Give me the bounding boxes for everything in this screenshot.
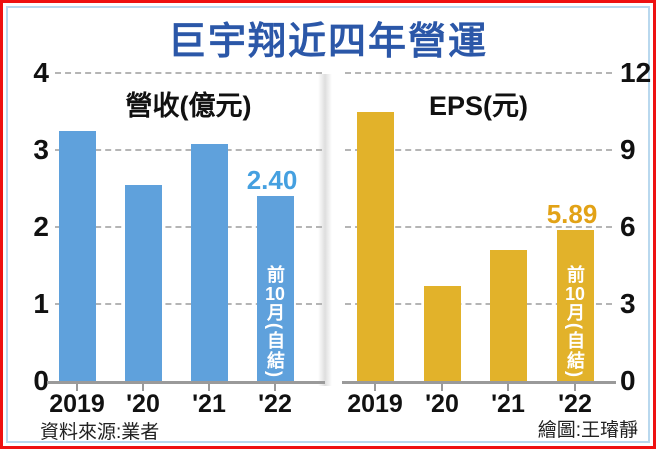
x-axis-tick: [274, 384, 276, 391]
gridline: [55, 149, 322, 151]
eps-chart-title: EPS(元): [428, 91, 528, 121]
x-axis-tick: [76, 384, 78, 391]
gridline: [55, 226, 322, 228]
x-axis-tick-label: '22: [258, 390, 292, 418]
bar: [256, 196, 294, 381]
bar-inner-caption: 前10月(自結): [265, 265, 285, 379]
eps-chart: EPS(元) 0 3 6 9 12 2019'20'21'22 5.89 前10月(自結): [8, 8, 651, 441]
y-axis-tick-label: 9: [620, 134, 636, 165]
x-axis-tick: [208, 384, 210, 391]
panel-divider: [318, 74, 332, 386]
bar-inner-caption: 前10月(自結): [565, 265, 585, 379]
x-axis-tick: [574, 384, 576, 391]
x-axis-tick-label: '20: [425, 390, 459, 418]
x-axis-tick-label: '21: [491, 390, 525, 418]
y-axis-tick-label: 0: [620, 365, 636, 396]
bar: [556, 229, 594, 381]
combined-digits: 10: [565, 285, 585, 303]
bar: [423, 286, 461, 381]
y-axis-tick-label: 6: [620, 211, 636, 242]
x-axis-tick-label: '22: [558, 390, 592, 418]
x-axis-tick-label: '21: [192, 390, 226, 418]
y-axis-tick-label: 2: [33, 211, 49, 242]
bar: [124, 184, 162, 381]
revenue-chart: 營收(億元) 0 1 2 3 4 2019 '20 '21 '22 2.40 前10月(自結): [8, 8, 648, 441]
y-axis-tick-label: 4: [33, 57, 49, 88]
gridline: [345, 149, 612, 151]
bar: [489, 250, 527, 381]
bar-value-label: 5.89: [546, 198, 598, 229]
credit-note: 繪圖:王璿靜: [537, 420, 638, 441]
x-axis-tick-label: '20: [126, 390, 160, 418]
graphic-canvas: 巨宇翔近四年營運 營收(億元) 0 1 2 3 4 2019'20'21'22 2.40 前1…: [6, 6, 651, 443]
revenue-chart-title: 營收(億元): [125, 91, 252, 121]
x-axis-tick: [507, 384, 509, 391]
y-axis-tick-label: 3: [33, 134, 49, 165]
y-axis-tick-label: 3: [620, 288, 636, 319]
x-axis-tick-label: 2019: [49, 390, 105, 418]
bar: [190, 143, 228, 381]
gridline: [55, 72, 322, 74]
combined-digits: 10: [265, 285, 285, 303]
x-axis-line: [47, 381, 325, 384]
x-axis-line: [342, 381, 616, 384]
page-title: 巨宇翔近四年營運: [167, 21, 488, 63]
gridline: [345, 226, 612, 228]
y-axis-tick-label: 12: [620, 57, 652, 88]
source-note: 資料來源:業者: [40, 422, 160, 443]
y-axis-tick-label: 1: [33, 288, 49, 319]
x-axis-tick: [142, 384, 144, 391]
bar: [356, 111, 394, 381]
y-axis-tick-label: 0: [33, 365, 49, 396]
x-axis-tick-label: 2019: [347, 390, 403, 418]
bar-value-label: 2.40: [246, 165, 298, 196]
gridline: [55, 303, 322, 305]
gridline: [345, 72, 612, 74]
x-axis-tick: [441, 384, 443, 391]
x-axis-tick: [374, 384, 376, 391]
bar: [58, 130, 96, 381]
gridline: [345, 303, 612, 305]
